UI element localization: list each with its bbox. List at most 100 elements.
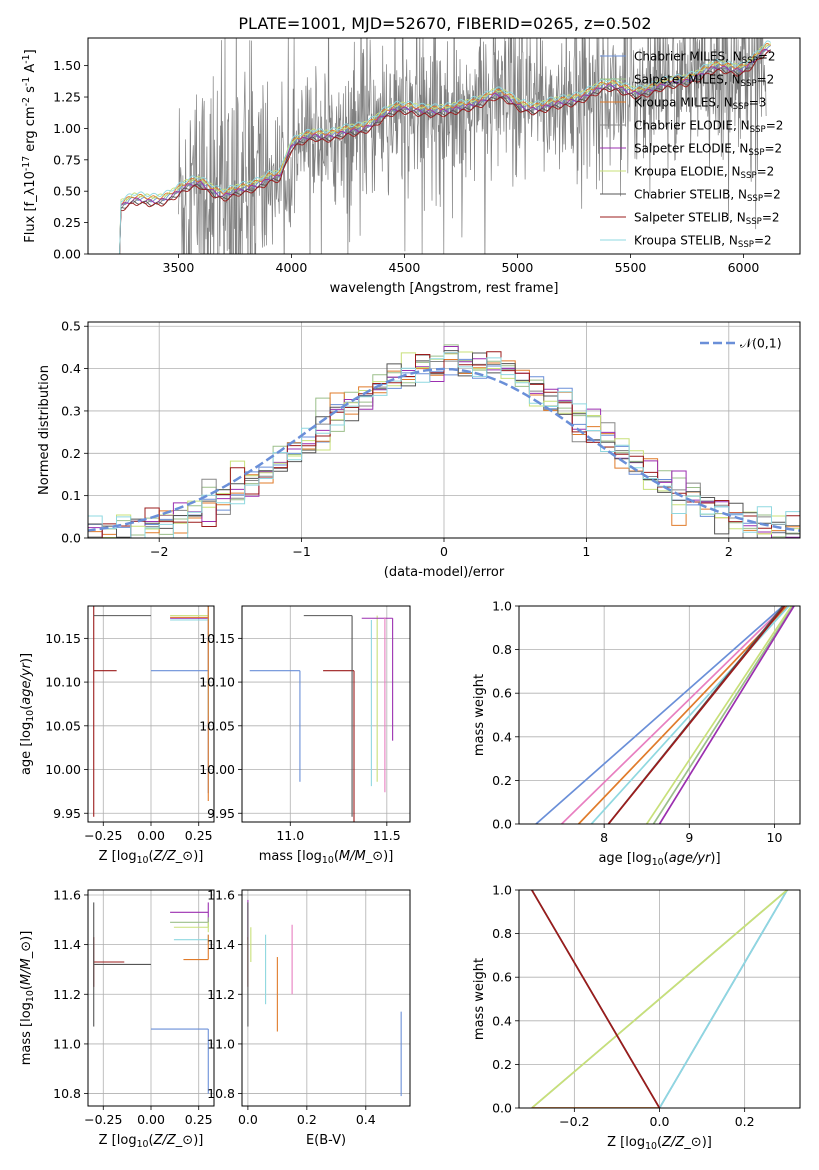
- panel-cumulative_Z: −0.2 0.0 0.2 0.0 0.2 0.4 0.6 0.8 1.0 Z [log10(Z/Z…: [472, 883, 801, 1152]
- axes-frame: [87, 889, 215, 1107]
- y-tick-label: 10.00: [45, 762, 81, 777]
- label-fragment: )]: [710, 851, 720, 866]
- y-axis-label: mass weight: [472, 958, 487, 1040]
- legend-label: Salpeter MILES, NSSP=2: [634, 73, 774, 90]
- y-tick-label: 11.2: [53, 987, 81, 1002]
- label-fragment: Kroupa STELIB, N: [634, 234, 738, 248]
- y-tick-label: 1.25: [53, 90, 81, 105]
- y-tick-label: 0.1: [61, 488, 81, 503]
- plot-area-spectrum: [119, 38, 771, 254]
- mass-weight-line: [658, 606, 795, 824]
- label-fragment: 10: [23, 171, 38, 188]
- label-fragment: 10: [25, 990, 36, 1002]
- label-fragment: =2: [763, 188, 781, 202]
- legend-label: Salpeter ELODIE, NSSP=2: [634, 142, 782, 159]
- legend-label: Kroupa MILES, NSSP=3: [634, 96, 766, 113]
- x-tick-label: 0.2: [735, 1114, 755, 1129]
- label-fragment: 10: [322, 855, 334, 866]
- label-fragment: Z [log: [607, 1135, 645, 1150]
- plot-area-cumulative_age: [519, 606, 800, 824]
- x-tick-label: 4500: [389, 260, 421, 275]
- x-tick-label: 0.25: [185, 1112, 213, 1127]
- x-tick-label: 11.5: [373, 828, 401, 843]
- axes-frame: [87, 37, 801, 255]
- label-fragment: (: [149, 849, 154, 864]
- y-tick-label: 0.8: [492, 926, 512, 941]
- label-fragment: ]: [23, 49, 38, 54]
- x-tick-label: 4000: [276, 260, 308, 275]
- legend-label: 𝒩(0,1): [740, 336, 782, 351]
- label-fragment: )]: [19, 931, 34, 941]
- x-axis-label: Z [log10(Z/Z_⊙)]: [607, 1135, 712, 1152]
- x-tick-label: 11.0: [276, 828, 304, 843]
- y-tick-label: 0.0: [492, 817, 512, 832]
- x-tick-label: −0.25: [84, 828, 122, 843]
- x-tick-label: 5500: [615, 260, 647, 275]
- label-fragment: =2: [758, 50, 776, 64]
- y-tick-label: 0.6: [492, 970, 512, 985]
- y-tick-label: 10.15: [45, 631, 81, 646]
- label-fragment: Kroupa ELODIE, N: [634, 165, 741, 179]
- label-fragment: 10: [25, 710, 36, 722]
- label-fragment: Z/Z_⊙: [661, 1135, 702, 1150]
- y-tick-label: 0.4: [61, 361, 81, 376]
- model-spectrum-line: [119, 43, 771, 254]
- x-axis-label: (data-model)/error: [384, 565, 505, 580]
- axes-frame: [241, 889, 411, 1107]
- panel-spectrum: 3500 4000 4500 5000 5500 6000 0.00 0.25 0.50 0.75…: [21, 37, 801, 296]
- y-tick-label: 0.4: [492, 1013, 512, 1028]
- y-tick-label: 0.25: [53, 215, 81, 230]
- label-fragment: 𝒩(0,1): [740, 336, 782, 351]
- y-tick-label: 0.4: [492, 729, 512, 744]
- model-spectrum-line: [119, 48, 771, 254]
- plot-area-age_vs_mass: [242, 606, 410, 822]
- mass-weight-line: [561, 606, 786, 824]
- label-fragment: Kroupa MILES, N: [634, 96, 733, 110]
- label-fragment: E(B-V): [306, 1133, 346, 1148]
- y-tick-label: 11.0: [207, 1036, 235, 1051]
- mass-weight-line: [645, 606, 793, 824]
- label-fragment: =2: [754, 234, 772, 248]
- y-tick-label: 0.0: [61, 531, 81, 546]
- x-tick-label: 2: [725, 544, 733, 559]
- label-fragment: mass [log: [19, 1002, 34, 1065]
- y-tick-label: 1.0: [492, 599, 512, 614]
- label-fragment: age [log: [598, 851, 651, 866]
- label-fragment: Z [log: [99, 1133, 137, 1148]
- label-fragment: )]: [19, 653, 34, 663]
- y-axis-label: Flux [f_λ10-17 erg cm-2 s-1 A-1]: [21, 49, 38, 242]
- label-fragment: Z/Z_⊙: [153, 1133, 194, 1148]
- x-tick-label: 5000: [502, 260, 534, 275]
- axes-frame: [241, 605, 411, 823]
- label-fragment: 10: [137, 1139, 149, 1150]
- label-fragment: (: [149, 1133, 154, 1148]
- model-spectrum-line: [119, 40, 771, 254]
- x-tick-label: 0.00: [137, 828, 165, 843]
- y-tick-label: 0.8: [492, 642, 512, 657]
- label-fragment: Z/Z_⊙: [153, 849, 194, 864]
- legend-label: Kroupa ELODIE, NSSP=2: [634, 165, 774, 182]
- x-axis-label: age [log10(age/yr)]: [598, 851, 720, 868]
- y-tick-label: 9.95: [207, 806, 235, 821]
- panel-residuals: −2 −1 0 1 2 0.0 0.1 0.2 0.3 0.4 0.5 (data-model)/er…: [37, 319, 801, 580]
- label-fragment: (: [334, 849, 339, 864]
- y-tick-label: 10.8: [207, 1086, 235, 1101]
- label-fragment: Salpeter STELIB, N: [634, 211, 746, 225]
- label-fragment: -1: [21, 54, 32, 63]
- x-tick-label: 0.2: [297, 1112, 317, 1127]
- mass-weight-line: [577, 606, 788, 824]
- x-tick-label: 0.0: [238, 1112, 258, 1127]
- figure-title: PLATE=1001, MJD=52670, FIBERID=0265, z=0…: [238, 14, 651, 33]
- label-fragment: (: [19, 705, 34, 710]
- label-fragment: SSP: [738, 240, 754, 250]
- label-fragment: Z [log: [99, 849, 137, 864]
- x-axis-label: E(B-V): [306, 1133, 346, 1148]
- y-tick-label: 11.6: [53, 887, 81, 902]
- y-tick-label: 10.05: [199, 718, 235, 733]
- label-fragment: A: [23, 64, 38, 77]
- plot-area-residuals: [88, 322, 800, 538]
- x-tick-label: 0.4: [356, 1112, 376, 1127]
- y-axis-label: mass [log10(M/M_⊙)]: [19, 931, 36, 1066]
- label-fragment: -1: [21, 77, 32, 86]
